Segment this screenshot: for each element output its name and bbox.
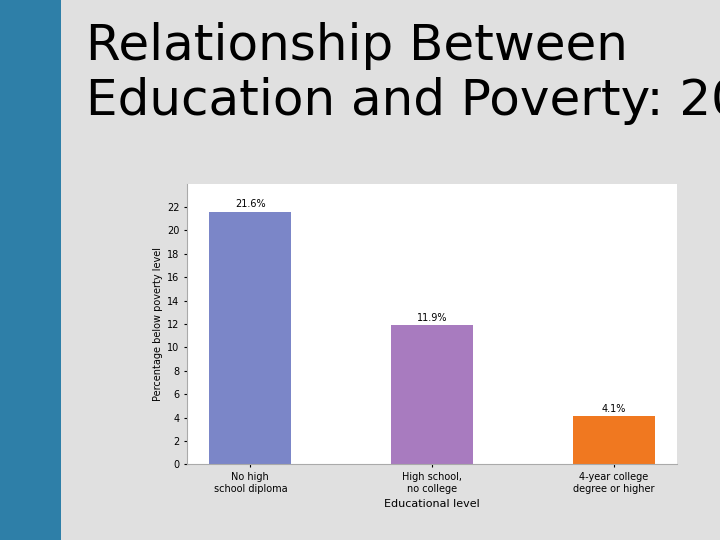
Text: 11.9%: 11.9%: [417, 313, 447, 323]
Bar: [573, 416, 654, 464]
Text: 4.1%: 4.1%: [601, 404, 626, 414]
Text: 21.6%: 21.6%: [235, 199, 266, 210]
Bar: [210, 212, 291, 464]
Y-axis label: Percentage below poverty level: Percentage below poverty level: [153, 247, 163, 401]
Bar: [391, 325, 473, 464]
X-axis label: Educational level: Educational level: [384, 499, 480, 509]
Text: Relationship Between
Education and Poverty: 2005: Relationship Between Education and Pover…: [86, 22, 720, 125]
